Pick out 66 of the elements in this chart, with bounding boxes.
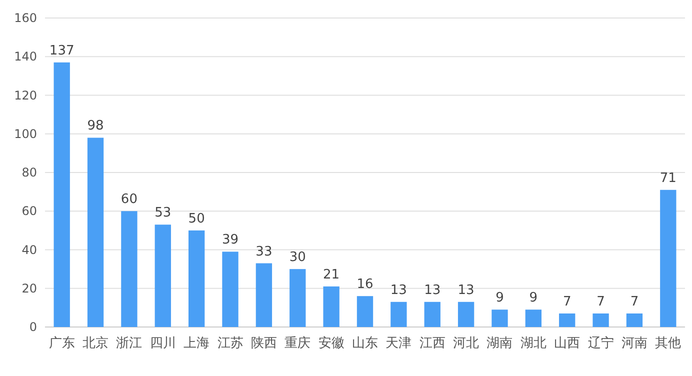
x-tick-label: 辽宁 (588, 335, 614, 351)
data-label: 71 (660, 170, 676, 186)
bar (660, 190, 676, 327)
y-tick-label: 40 (22, 242, 37, 257)
x-tick-label: 其他 (655, 336, 682, 351)
bar (458, 302, 474, 327)
bar (592, 313, 609, 327)
x-tick-label: 安徽 (318, 335, 344, 351)
bar (290, 269, 306, 327)
y-tick-label: 60 (22, 204, 37, 218)
y-tick-label: 100 (14, 126, 37, 141)
x-tick-label: 河北 (453, 336, 480, 351)
x-tick-label: 河南 (621, 336, 648, 351)
bar (323, 286, 340, 327)
data-label: 21 (323, 267, 340, 282)
y-tick-label: 140 (14, 50, 37, 64)
data-label: 50 (188, 211, 205, 226)
bar (87, 138, 104, 327)
bar (492, 310, 508, 327)
x-tick-label: 北京 (82, 336, 109, 351)
x-tick-label: 江西 (419, 336, 446, 351)
data-label: 13 (390, 282, 407, 298)
x-tick-label: 陕西 (250, 336, 277, 351)
y-tick-label: 0 (29, 320, 37, 334)
data-label: 137 (49, 43, 74, 58)
bar (356, 296, 374, 327)
y-tick-label: 20 (22, 281, 37, 296)
data-label: 13 (458, 282, 474, 298)
x-tick-label: 广东 (48, 336, 75, 351)
bar (525, 310, 542, 327)
data-label: 16 (356, 277, 374, 292)
bar (626, 313, 643, 327)
data-label: 39 (222, 232, 239, 248)
data-label: 53 (154, 206, 172, 221)
data-label: 13 (424, 282, 441, 298)
data-label: 60 (120, 192, 138, 208)
x-tick-label: 天津 (386, 336, 412, 351)
data-label: 9 (529, 290, 538, 306)
data-label: 7 (596, 294, 605, 310)
y-tick-label: 120 (14, 88, 37, 102)
x-tick-label: 重庆 (284, 336, 311, 351)
bar (154, 224, 171, 327)
data-label: 9 (496, 290, 504, 306)
bar (424, 302, 440, 327)
y-tick-label: 160 (14, 11, 37, 25)
bar (390, 302, 407, 327)
x-tick-label: 浙江 (116, 336, 142, 351)
data-label: 30 (289, 250, 306, 266)
x-tick-label: 江苏 (217, 336, 244, 351)
bar (222, 252, 238, 327)
bar (188, 230, 205, 327)
data-label: 7 (630, 294, 639, 310)
data-label: 98 (87, 118, 104, 134)
bar (256, 263, 272, 327)
x-tick-label: 山东 (352, 336, 378, 351)
x-tick-label: 四川 (150, 336, 176, 351)
data-label: 33 (256, 244, 272, 260)
y-tick-label: 80 (22, 166, 37, 180)
x-tick-label: 湖南 (486, 336, 513, 351)
x-tick-label: 山西 (554, 336, 580, 351)
bar (121, 211, 138, 327)
x-tick-label: 上海 (184, 336, 210, 351)
x-tick-label: 湖北 (520, 336, 546, 351)
bar (559, 313, 576, 327)
bar (54, 62, 70, 327)
data-label: 7 (562, 294, 572, 310)
